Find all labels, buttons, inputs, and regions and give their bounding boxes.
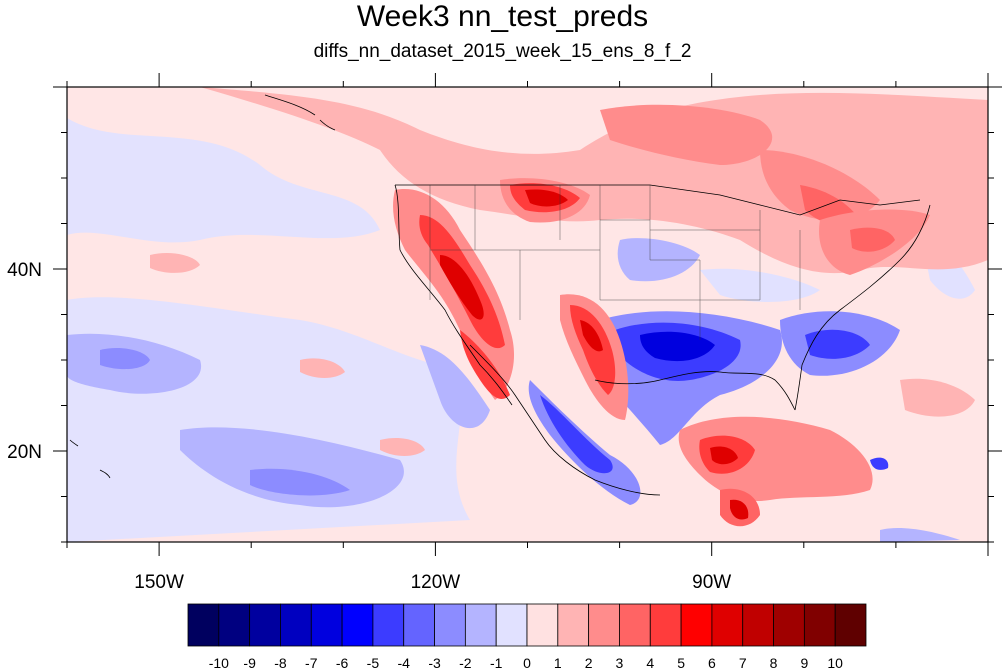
state-borders bbox=[429, 185, 801, 340]
colorbar-swatch bbox=[680, 603, 713, 647]
colorbar-swatch bbox=[495, 603, 528, 647]
colorbar-label: 6 bbox=[708, 655, 716, 671]
colorbar-label: 2 bbox=[585, 655, 593, 671]
x-tick-label: 150W bbox=[134, 572, 184, 593]
positive-anomalies bbox=[150, 87, 988, 527]
colorbar-label: 5 bbox=[677, 655, 685, 671]
colorbar-label: 1 bbox=[554, 655, 562, 671]
colorbar-label: -3 bbox=[428, 655, 441, 671]
colorbar-label: -9 bbox=[243, 655, 256, 671]
colorbar-swatch bbox=[588, 603, 620, 647]
colorbar-label: -10 bbox=[209, 655, 229, 671]
anomaly-field bbox=[67, 87, 988, 542]
x-tick-label: 90W bbox=[692, 572, 731, 593]
colorbar-swatch bbox=[249, 603, 281, 647]
colorbar-swatch bbox=[218, 603, 251, 647]
plot-title: Week3 nn_test_preds bbox=[356, 0, 649, 33]
coastlines bbox=[69, 94, 931, 496]
colorbar bbox=[187, 603, 867, 647]
colorbar-label: -1 bbox=[490, 655, 503, 671]
colorbar-swatch bbox=[464, 603, 497, 647]
plot-subtitle: diffs_nn_dataset_2015_week_15_ens_8_f_2 bbox=[313, 41, 692, 62]
colorbar-swatch bbox=[649, 603, 682, 647]
colorbar-swatch bbox=[773, 603, 805, 647]
colorbar-label: 3 bbox=[616, 655, 624, 671]
colorbar-swatch bbox=[711, 603, 744, 647]
colorbar-label: 10 bbox=[827, 655, 843, 671]
colorbar-label: 9 bbox=[800, 655, 808, 671]
negative-anomalies bbox=[67, 118, 975, 542]
colorbar-label: -2 bbox=[459, 655, 472, 671]
colorbar-labels: -10 -9 -8 -7 -6 -5 -4 -3 -2 -1 0 1 2 3 4 5 6 7 8 9 10 bbox=[209, 655, 843, 671]
y-axis-labels: 20N 40N bbox=[7, 260, 42, 463]
colorbar-swatch bbox=[187, 603, 220, 647]
colorbar-label: 7 bbox=[739, 655, 747, 671]
colorbar-swatch bbox=[742, 603, 774, 647]
colorbar-swatch bbox=[310, 603, 343, 647]
colorbar-label: 0 bbox=[523, 655, 531, 671]
colorbar-swatch bbox=[526, 603, 559, 647]
y-tick-label: 40N bbox=[7, 260, 42, 281]
colorbar-swatch bbox=[341, 603, 374, 647]
y-tick-label: 20N bbox=[7, 442, 42, 463]
colorbar-label: -8 bbox=[274, 655, 287, 671]
colorbar-swatch bbox=[557, 603, 590, 647]
colorbar-swatch bbox=[403, 603, 435, 647]
colorbar-swatch bbox=[834, 603, 867, 647]
axis-ticks bbox=[53, 73, 1002, 556]
colorbar-label: -4 bbox=[398, 655, 411, 671]
colorbar-swatch bbox=[803, 603, 836, 647]
x-tick-label: 120W bbox=[411, 572, 461, 593]
colorbar-swatch bbox=[372, 603, 405, 647]
colorbar-label: -5 bbox=[367, 655, 380, 671]
x-axis-labels: 150W 120W 90W bbox=[134, 572, 731, 593]
colorbar-swatch bbox=[619, 603, 651, 647]
colorbar-label: -6 bbox=[336, 655, 349, 671]
colorbar-label: 4 bbox=[646, 655, 654, 671]
colorbar-label: -7 bbox=[305, 655, 318, 671]
colorbar-label: 8 bbox=[770, 655, 778, 671]
colorbar-swatch bbox=[280, 603, 312, 647]
colorbar-swatch bbox=[434, 603, 466, 647]
